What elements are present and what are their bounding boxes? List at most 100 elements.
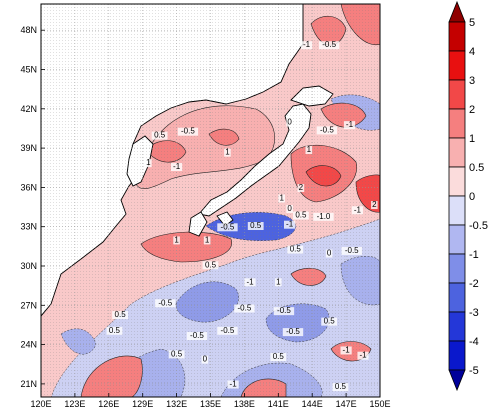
contour-label: 1: [174, 235, 179, 244]
contour-label: 2: [299, 183, 304, 192]
contour-label-bg: [171, 163, 183, 172]
contour-label-bg: [177, 127, 199, 136]
contour-label: 2: [372, 200, 377, 209]
contour-label-bg: [316, 126, 338, 135]
contour-label: 1: [146, 158, 151, 167]
contour-label: -1: [230, 380, 238, 389]
colorbar-label: -2: [469, 278, 479, 290]
contour-label: -0.5: [286, 327, 300, 336]
contour-label-bg: [325, 249, 333, 258]
contour-label: 0.5: [273, 352, 285, 361]
contour-label-bg: [201, 355, 209, 364]
colorbar: 5 4 3 2 1 0.5 0 -0.5 -1 -2 -3 -4 -5: [448, 0, 488, 392]
contour-label: 0.5: [171, 349, 183, 358]
colorbar-box: [448, 137, 466, 168]
colorbar-label: -5: [469, 365, 479, 377]
contour-label: 0: [203, 355, 208, 364]
lat-tick-label: 21N: [20, 379, 37, 389]
contour-label: -1: [246, 277, 254, 286]
colorbar-label: 0.5: [469, 162, 484, 174]
colorbar-box: [448, 224, 466, 255]
contour-label-bg: [173, 236, 180, 245]
contour-label: -1: [343, 345, 351, 354]
lon-tick-label: 144E: [302, 399, 323, 408]
contour-label-bg: [340, 346, 352, 355]
contour-label: -0.5: [181, 127, 195, 136]
contour-label-bg: [297, 184, 305, 193]
colorbar-label: 2: [469, 104, 475, 116]
contour-label-bg: [234, 304, 255, 313]
colorbar-label: -0.5: [469, 220, 488, 232]
contour-label: 0.5: [335, 382, 347, 391]
contour-label-bg: [224, 148, 231, 157]
contour-label-bg: [293, 211, 309, 220]
lon-tick-label: 123E: [64, 399, 85, 408]
colorbar-label: 4: [469, 46, 475, 58]
colorbar-max-arrow: [448, 0, 466, 23]
colorbar-label: -1: [469, 249, 479, 261]
contour-label-bg: [217, 326, 238, 335]
contour-label-bg: [321, 317, 338, 326]
lat-tick-label: 45N: [20, 65, 37, 75]
contour-label-bg: [106, 326, 123, 335]
contour-label-bg: [151, 131, 168, 140]
lat-tick-label: 30N: [20, 261, 37, 271]
lon-tick-label: 141E: [268, 399, 289, 408]
colorbar-box: [448, 108, 466, 139]
contour-label-bg: [275, 278, 282, 287]
colorbar-label: 1: [469, 133, 475, 145]
contour-label: -0.5: [190, 331, 204, 340]
contour-label: -0.5: [221, 326, 235, 335]
lon-tick-label: 129E: [132, 399, 153, 408]
contour-label: -1.0: [317, 212, 331, 221]
contour-label: 1: [205, 235, 210, 244]
contour-label-bg: [332, 383, 349, 392]
contour-label-bg: [217, 223, 238, 232]
axis-ticks: 120E 123E 126E 129E 132E 135E 138E 141E 144E 147E…: [20, 25, 390, 408]
contour-label-bg: [313, 212, 334, 221]
contour-label-bg: [284, 220, 296, 229]
colorbar-box: [448, 166, 466, 197]
contour-label: -1: [173, 162, 181, 171]
contour-label: 0.5: [250, 221, 262, 230]
map-panel: -1 -0.5 0.5 -0.5 1 1 -1 0 -0.5 -1 1 2 1 0 0.5 -1.0 -1 2 -0…: [20, 3, 391, 408]
colorbar-box: [448, 253, 466, 284]
colorbar-boxes: [448, 0, 466, 392]
lon-tick-label: 120E: [30, 399, 51, 408]
contour-label: -0.5: [320, 125, 334, 134]
contour-label: 0.5: [295, 211, 307, 220]
contour-label-bg: [168, 350, 185, 359]
contour-label: 0.5: [109, 326, 121, 335]
contour-label: 0: [287, 204, 292, 213]
contour-label: -0.5: [322, 40, 336, 49]
contour-label-bg: [244, 278, 256, 287]
colorbar-label: 0: [469, 191, 475, 203]
lon-tick-label: 132E: [166, 399, 187, 408]
contour-label-bg: [318, 41, 340, 50]
lat-tick-label: 48N: [20, 25, 37, 35]
contour-label: -0.5: [277, 306, 291, 315]
lon-tick-label: 147E: [336, 399, 357, 408]
lat-tick-label: 27N: [20, 300, 37, 310]
colorbar-box: [448, 195, 466, 226]
lat-tick-label: 24N: [20, 340, 37, 350]
contour-label: 0: [287, 118, 292, 127]
contour-label-bg: [286, 118, 293, 127]
contour-label-bg: [273, 307, 295, 316]
contour-label: -1: [354, 205, 362, 214]
colorbar-box: [448, 311, 466, 342]
contour-label: -0.5: [158, 298, 172, 307]
contour-label: -1: [359, 351, 367, 360]
lon-tick-label: 135E: [200, 399, 221, 408]
contour-label-bg: [186, 332, 208, 341]
contour-label: 0.5: [205, 260, 217, 269]
contour-label: -1: [346, 120, 354, 129]
contour-label: 1: [279, 194, 284, 203]
colorbar-box: [448, 50, 466, 81]
contour-label-bg: [287, 245, 304, 254]
contour-label: 1: [307, 145, 312, 154]
contour-label-bg: [282, 328, 304, 337]
contour-label-bg: [305, 146, 313, 155]
contour-label: 0.5: [290, 245, 302, 254]
